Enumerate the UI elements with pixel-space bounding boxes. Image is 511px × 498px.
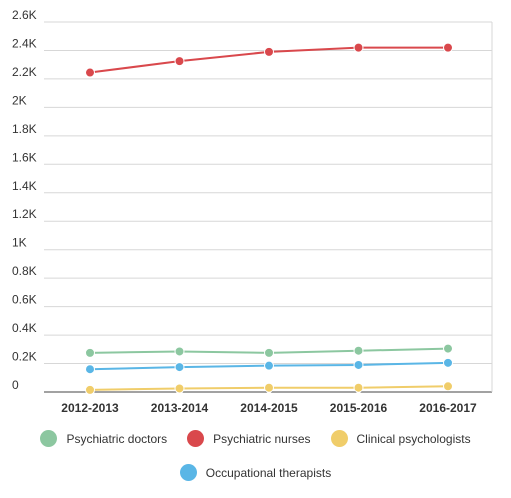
grid-lines — [44, 21, 493, 393]
data-point-psychiatric-doctors[interactable] — [443, 343, 453, 354]
line-chart: 0 0.2K 0.4K 0.6K 0.8K 1K 1.2K 1.4K 1.6K 1.8K 2K 2.2… — [12, 8, 493, 415]
data-point-occupational-therapists[interactable] — [264, 360, 274, 371]
data-point-psychiatric-doctors[interactable] — [353, 345, 364, 356]
data-point-psychiatric-nurses[interactable] — [85, 67, 95, 78]
legend-item-occupational-therapists[interactable]: Occupational therapists — [179, 464, 332, 481]
legend-swatch-clinical-psychologists — [330, 430, 348, 447]
series-clinical-psychologists — [85, 381, 453, 395]
y-tick-label: 0.6K — [12, 293, 37, 307]
y-axis-ticks: 0 0.2K 0.4K 0.6K 0.8K 1K 1.2K 1.4K 1.6K 1.8K 2K 2.2… — [12, 8, 37, 392]
x-tick-label: 2013-2014 — [151, 401, 209, 415]
legend-row-2: Occupational therapists — [0, 464, 511, 481]
x-tick-label: 2015-2016 — [330, 401, 388, 415]
legend-item-clinical-psychologists[interactable]: Clinical psychologists — [330, 430, 471, 447]
series-psychiatric-doctors — [85, 343, 453, 358]
legend-row-1: Psychiatric doctors Psychiatric nurses C… — [0, 430, 511, 447]
x-tick-label: 2016-2017 — [419, 401, 477, 415]
y-tick-label: 1.8K — [12, 122, 37, 136]
series-layer — [85, 42, 453, 395]
series-psychiatric-nurses — [85, 42, 453, 78]
data-point-psychiatric-nurses[interactable] — [174, 56, 185, 67]
y-tick-label: 1K — [12, 236, 27, 250]
legend-item-psychiatric-doctors[interactable]: Psychiatric doctors — [40, 430, 167, 447]
series-occupational-therapists — [85, 357, 453, 375]
data-point-clinical-psychologists[interactable] — [443, 381, 453, 392]
legend-swatch-psychiatric-doctors — [40, 430, 58, 447]
data-point-clinical-psychologists[interactable] — [353, 382, 364, 393]
y-tick-label: 0 — [12, 378, 19, 392]
y-tick-label: 1.6K — [12, 150, 37, 164]
x-axis-ticks: 2012-2013 2013-2014 2014-2015 2015-2016 2016… — [61, 401, 477, 415]
data-point-psychiatric-doctors[interactable] — [174, 346, 185, 357]
data-point-psychiatric-nurses[interactable] — [443, 42, 453, 53]
data-point-occupational-therapists[interactable] — [85, 364, 95, 375]
data-point-clinical-psychologists[interactable] — [174, 383, 185, 394]
legend-item-psychiatric-nurses[interactable]: Psychiatric nurses — [187, 430, 311, 447]
data-point-occupational-therapists[interactable] — [353, 359, 364, 370]
data-point-clinical-psychologists[interactable] — [85, 384, 95, 395]
data-point-psychiatric-doctors[interactable] — [85, 347, 95, 358]
legend-label-occupational-therapists: Occupational therapists — [205, 465, 332, 480]
y-tick-label: 0.2K — [12, 350, 37, 364]
y-tick-label: 2.2K — [12, 65, 37, 79]
legend-label-psychiatric-doctors: Psychiatric doctors — [66, 431, 168, 446]
y-tick-label: 0.4K — [12, 321, 37, 335]
legend-swatch-occupational-therapists — [179, 464, 197, 481]
y-tick-label: 2.6K — [12, 8, 37, 22]
y-tick-label: 0.8K — [12, 264, 37, 278]
legend-label-psychiatric-nurses: Psychiatric nurses — [213, 431, 311, 446]
legend-label-clinical-psychologists: Clinical psychologists — [356, 431, 471, 446]
y-tick-label: 1.2K — [12, 207, 37, 221]
data-point-psychiatric-nurses[interactable] — [264, 46, 274, 57]
y-tick-label: 2K — [12, 93, 27, 107]
data-point-occupational-therapists[interactable] — [443, 357, 453, 368]
data-point-clinical-psychologists[interactable] — [264, 382, 274, 393]
x-tick-label: 2012-2013 — [61, 401, 119, 415]
legend-swatch-psychiatric-nurses — [187, 430, 205, 447]
x-tick-label: 2014-2015 — [240, 401, 298, 415]
y-tick-label: 1.4K — [12, 179, 37, 193]
data-point-occupational-therapists[interactable] — [174, 362, 185, 373]
data-point-psychiatric-doctors[interactable] — [264, 347, 274, 358]
y-tick-label: 2.4K — [12, 36, 37, 50]
data-point-psychiatric-nurses[interactable] — [353, 42, 364, 53]
legend: Psychiatric doctors Psychiatric nurses C… — [0, 430, 511, 498]
